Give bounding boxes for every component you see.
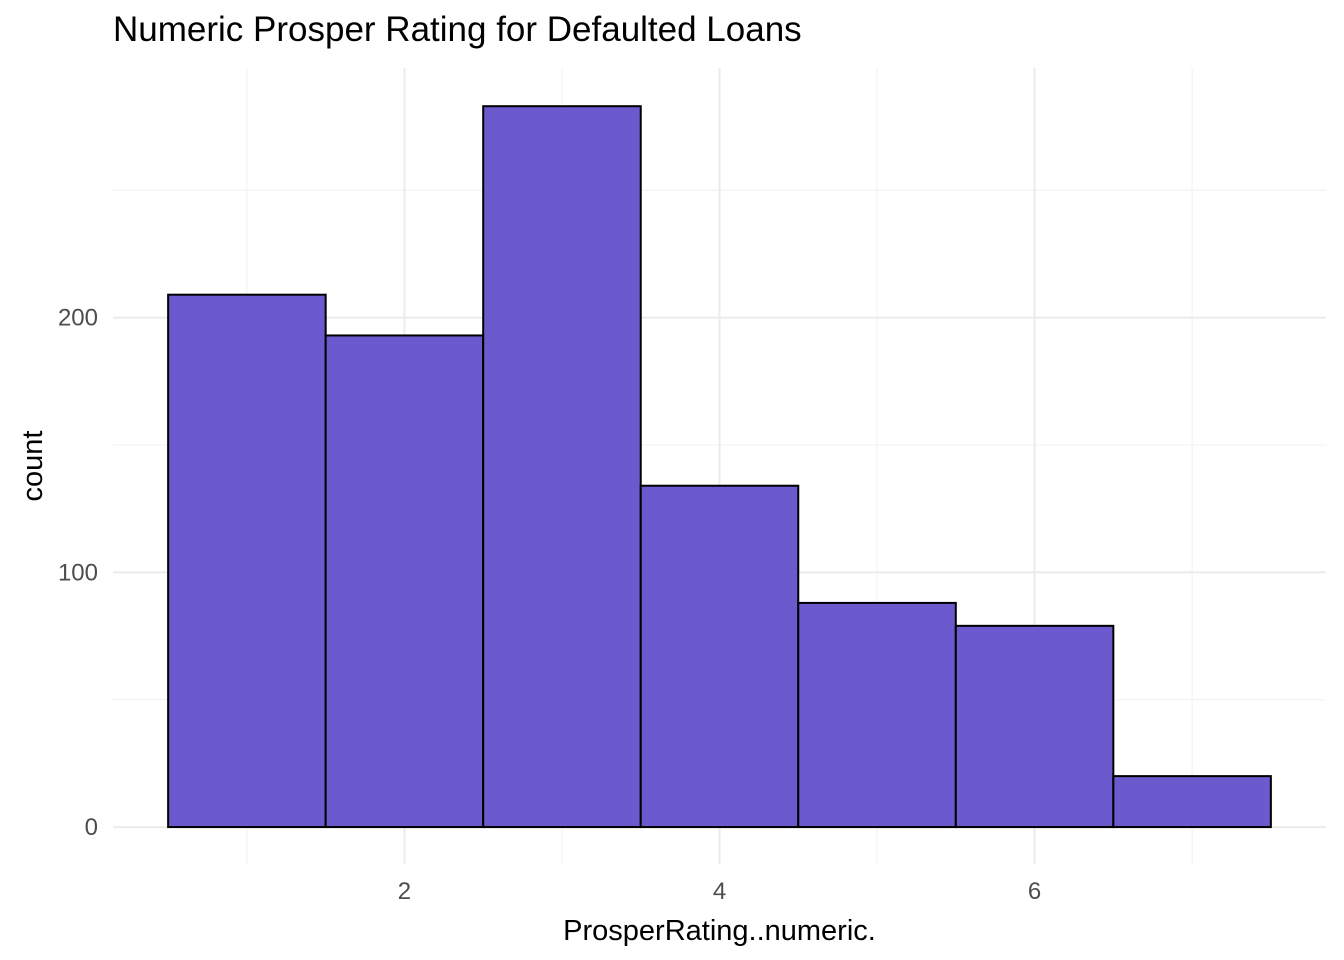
- bars: [167, 105, 1272, 829]
- chart-title: Numeric Prosper Rating for Defaulted Loa…: [113, 10, 802, 49]
- bar-7: [1112, 775, 1272, 829]
- bar-3: [482, 105, 642, 829]
- bar-5: [797, 601, 957, 829]
- y-tick-label: 200: [58, 305, 98, 332]
- x-tick-label: 6: [1028, 878, 1041, 905]
- bar-2: [324, 334, 485, 829]
- x-tick-label: 2: [398, 878, 411, 905]
- y-tick-label: 0: [85, 814, 98, 841]
- tick-labels: 2 4 6 0 100 200: [58, 305, 1041, 905]
- bar-4: [639, 484, 800, 829]
- bar-1: [167, 293, 327, 829]
- y-axis-title: count: [17, 431, 49, 502]
- x-tick-label: 4: [713, 878, 726, 905]
- x-axis-title: ProsperRating..numeric.: [563, 915, 876, 947]
- bar-6: [954, 624, 1115, 829]
- y-tick-label: 100: [58, 559, 98, 586]
